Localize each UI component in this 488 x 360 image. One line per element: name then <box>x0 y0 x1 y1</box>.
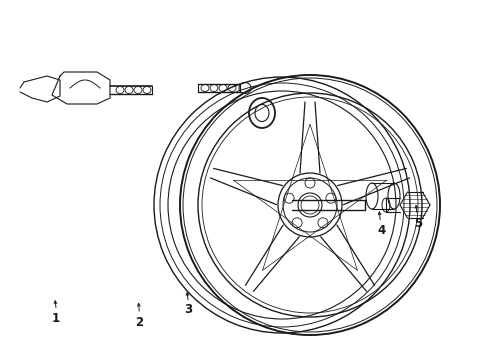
Text: 3: 3 <box>184 303 192 316</box>
Text: 5: 5 <box>413 217 421 230</box>
Text: 1: 1 <box>52 312 60 325</box>
Text: 4: 4 <box>377 224 385 237</box>
Text: 2: 2 <box>135 316 143 329</box>
